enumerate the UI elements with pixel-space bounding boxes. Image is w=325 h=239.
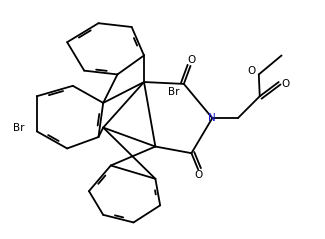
Text: O: O (247, 66, 255, 76)
Text: O: O (281, 79, 290, 89)
Text: Br: Br (13, 123, 25, 133)
Text: N: N (208, 113, 216, 123)
Text: O: O (187, 55, 196, 65)
Text: Br: Br (168, 87, 179, 97)
Text: O: O (194, 170, 202, 180)
